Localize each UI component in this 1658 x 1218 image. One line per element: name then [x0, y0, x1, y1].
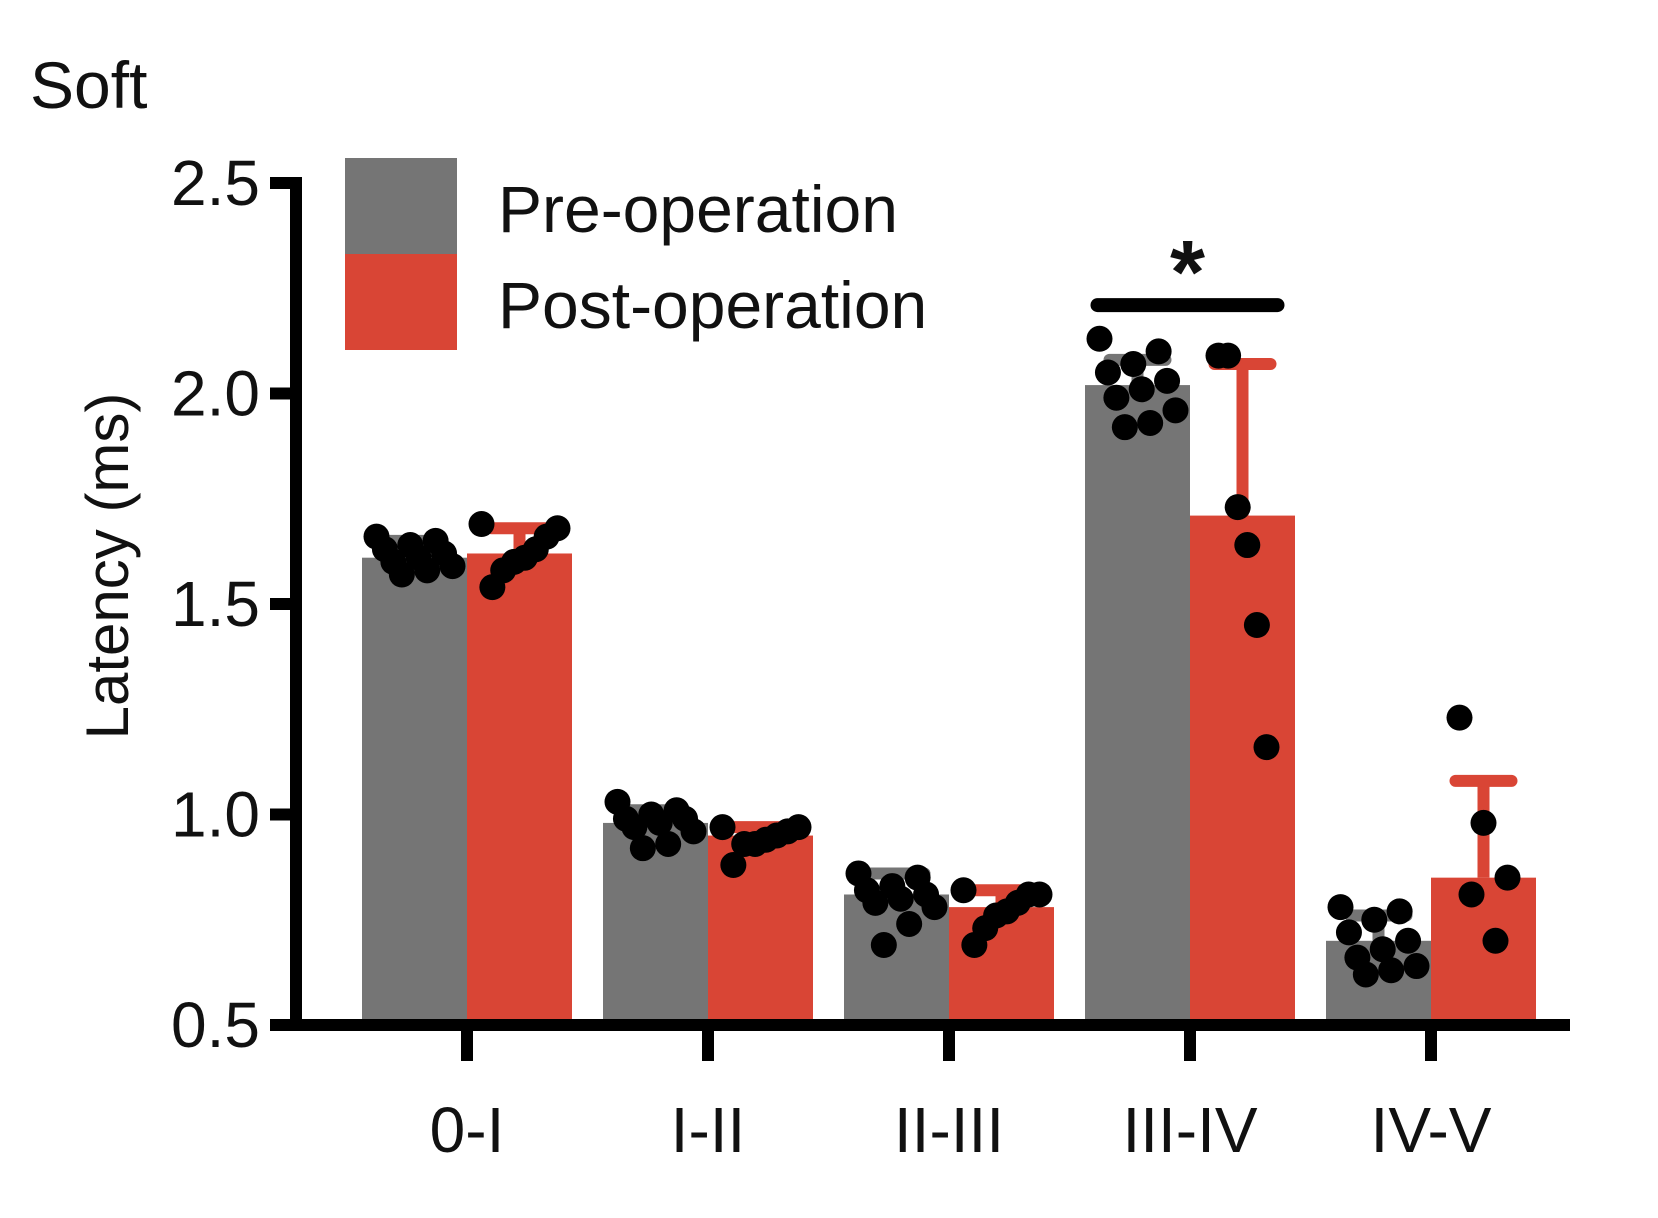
- data-point: [1458, 881, 1485, 908]
- x-tick-label: II-III: [894, 1094, 1004, 1166]
- x-ticks-layer: 0-I I-II II-III III-IV IV-V: [430, 1025, 1492, 1166]
- y-ticks-layer: 0.5 1.0 1.5 2.0 2.5: [171, 147, 296, 1061]
- legend-swatch-Pre-operation: [345, 158, 457, 254]
- data-point: [1234, 532, 1261, 559]
- x-tick-label: III-IV: [1122, 1094, 1257, 1166]
- data-point: [1111, 414, 1138, 441]
- data-point: [1369, 936, 1396, 963]
- data-point: [1378, 957, 1405, 984]
- y-tick-label: 2.5: [171, 147, 260, 219]
- data-point: [629, 835, 656, 862]
- bar-I-II-Pre-operation: [603, 822, 708, 1025]
- y-tick-label: 0.5: [171, 989, 260, 1061]
- legend: Pre-operation Post-operation: [345, 158, 927, 350]
- data-point: [1086, 325, 1113, 352]
- data-point: [921, 894, 948, 921]
- data-point: [439, 553, 466, 580]
- data-points-layer: [363, 325, 1521, 988]
- data-point: [468, 511, 495, 538]
- y-tick-label: 1.0: [171, 779, 260, 851]
- legend-label-Pre-operation: Pre-operation: [498, 172, 898, 246]
- y-tick-label: 2.0: [171, 358, 260, 430]
- data-point: [655, 830, 682, 857]
- x-tick-label: 0-I: [430, 1094, 505, 1166]
- bar-III-IV-Pre-operation: [1085, 385, 1190, 1026]
- data-point: [1103, 384, 1130, 411]
- data-point: [479, 574, 506, 601]
- y-tick-label: 1.5: [171, 568, 260, 640]
- data-point: [414, 557, 441, 584]
- data-point: [862, 889, 889, 916]
- x-tick-label: IV-V: [1371, 1094, 1492, 1166]
- data-point: [1154, 367, 1181, 394]
- legend-swatch-Post-operation: [345, 254, 457, 350]
- data-point: [1215, 342, 1242, 369]
- data-point: [1386, 898, 1413, 925]
- legend-label-Post-operation: Post-operation: [498, 268, 927, 342]
- data-point: [1361, 906, 1388, 933]
- bar-IV-V-Post-operation: [1431, 877, 1536, 1025]
- data-point: [680, 818, 707, 845]
- data-point: [1145, 338, 1172, 365]
- chart-title: Soft: [30, 48, 147, 122]
- data-point: [1352, 961, 1379, 988]
- bar-III-IV-Post-operation: [1190, 515, 1295, 1025]
- data-point: [720, 852, 747, 879]
- significance-annotation: *: [1090, 223, 1285, 323]
- data-point: [1494, 864, 1521, 891]
- data-point: [887, 885, 914, 912]
- data-point: [1094, 359, 1121, 386]
- data-point: [1224, 494, 1251, 521]
- bars-layer: [362, 385, 1536, 1026]
- data-point: [1162, 397, 1189, 424]
- data-point: [1253, 734, 1280, 761]
- data-point: [709, 814, 736, 841]
- data-point: [961, 932, 988, 959]
- data-point: [896, 910, 923, 937]
- significance-star: *: [1170, 223, 1205, 323]
- bar-0-I-Pre-operation: [362, 557, 467, 1025]
- data-point: [1120, 351, 1147, 378]
- data-point: [1137, 409, 1164, 436]
- data-point: [388, 561, 415, 588]
- bar-0-I-Post-operation: [467, 553, 572, 1025]
- y-axis-label: Latency (ms): [74, 393, 141, 740]
- data-point: [870, 932, 897, 959]
- data-point: [1243, 612, 1270, 639]
- data-point: [646, 809, 673, 836]
- data-point: [1327, 894, 1354, 921]
- data-point: [731, 830, 758, 857]
- data-point: [1335, 919, 1362, 946]
- data-point: [1395, 927, 1422, 954]
- data-point: [1403, 953, 1430, 980]
- data-point: [950, 877, 977, 904]
- data-point: [1446, 704, 1473, 731]
- data-point: [621, 814, 648, 841]
- data-point: [1482, 927, 1509, 954]
- x-tick-label: I-II: [671, 1094, 746, 1166]
- data-point: [1128, 376, 1155, 403]
- data-point: [1470, 809, 1497, 836]
